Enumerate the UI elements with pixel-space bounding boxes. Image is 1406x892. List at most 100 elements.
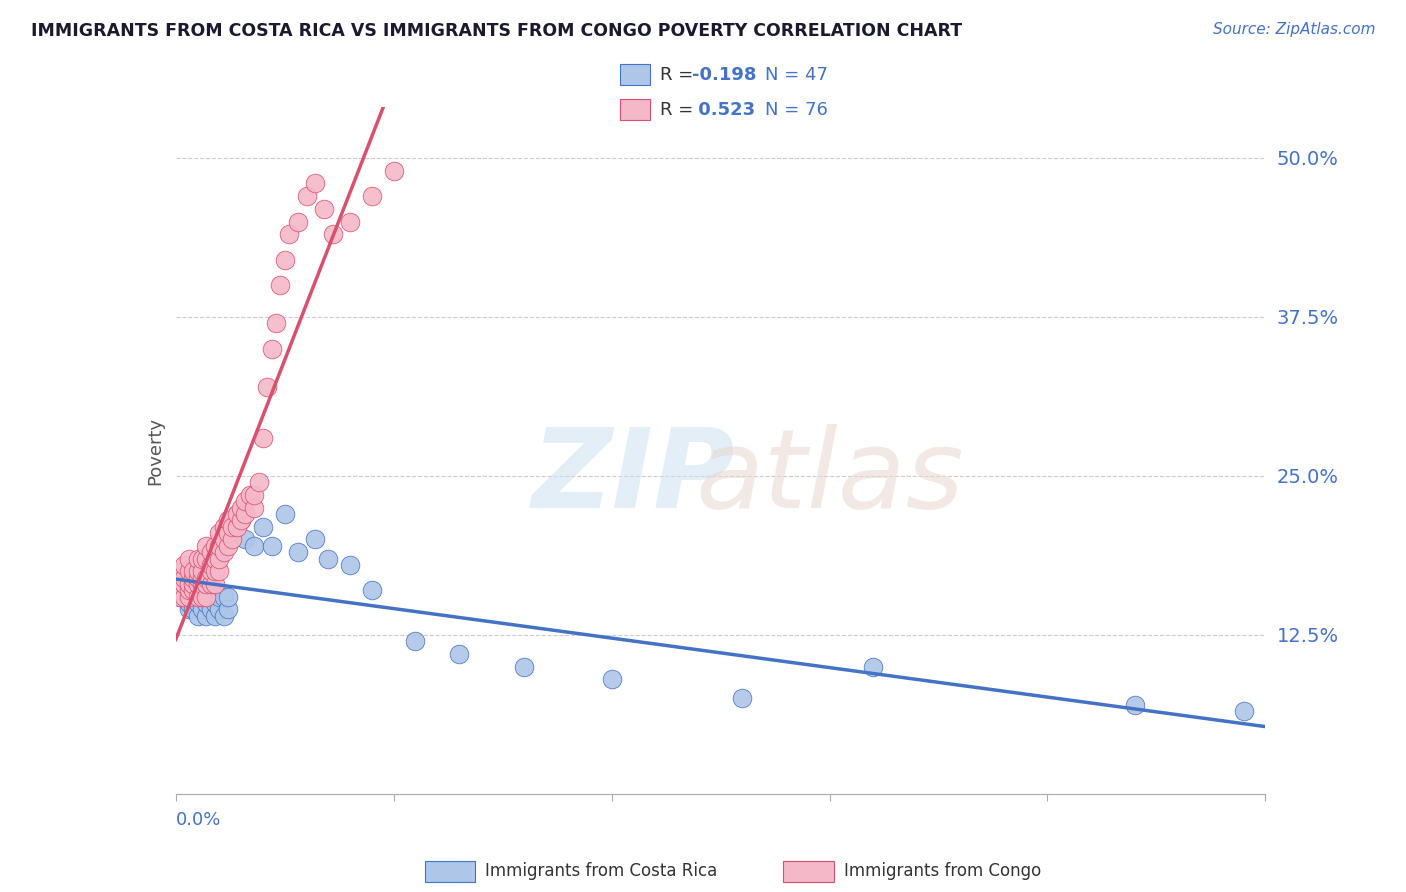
Text: ZIP: ZIP	[531, 425, 735, 532]
Point	[264, 316, 287, 330]
Point	[295, 189, 318, 203]
Point	[177, 590, 200, 604]
Text: 0.523: 0.523	[693, 101, 755, 119]
Point	[191, 577, 214, 591]
Text: Source: ZipAtlas.com: Source: ZipAtlas.com	[1212, 22, 1375, 37]
Point	[177, 564, 200, 578]
Point	[191, 590, 214, 604]
Point	[204, 551, 226, 566]
Point	[304, 533, 326, 547]
Point	[212, 520, 235, 534]
Point	[200, 602, 222, 616]
Point	[243, 500, 266, 515]
Point	[195, 539, 218, 553]
Point	[186, 596, 209, 610]
Point	[200, 577, 222, 591]
Point	[169, 590, 191, 604]
Point	[212, 545, 235, 559]
Point	[252, 431, 274, 445]
FancyBboxPatch shape	[783, 861, 834, 882]
Point	[339, 214, 361, 228]
Point	[239, 488, 262, 502]
Point	[204, 564, 226, 578]
Point	[200, 590, 222, 604]
Text: atlas: atlas	[695, 425, 965, 532]
Point	[600, 673, 623, 687]
Point	[278, 227, 301, 242]
Point	[195, 571, 218, 585]
Point	[225, 507, 247, 521]
Point	[287, 545, 309, 559]
Point	[173, 583, 195, 598]
Point	[200, 564, 222, 578]
Point	[221, 533, 243, 547]
Point	[447, 647, 470, 661]
Text: R =: R =	[659, 101, 699, 119]
FancyBboxPatch shape	[620, 99, 650, 120]
Point	[169, 564, 191, 578]
Point	[231, 500, 253, 515]
Point	[235, 507, 257, 521]
Point	[862, 659, 884, 673]
Text: IMMIGRANTS FROM COSTA RICA VS IMMIGRANTS FROM CONGO POVERTY CORRELATION CHART: IMMIGRANTS FROM COSTA RICA VS IMMIGRANTS…	[31, 22, 962, 40]
Point	[312, 202, 335, 216]
Text: N = 76: N = 76	[765, 101, 828, 119]
Text: Immigrants from Costa Rica: Immigrants from Costa Rica	[485, 863, 717, 880]
Point	[1123, 698, 1146, 712]
Text: -0.198: -0.198	[693, 66, 756, 84]
Point	[191, 551, 214, 566]
FancyBboxPatch shape	[620, 64, 650, 86]
Point	[186, 590, 209, 604]
Point	[287, 214, 309, 228]
Point	[181, 564, 204, 578]
Point	[181, 583, 204, 598]
Point	[177, 583, 200, 598]
Text: N = 47: N = 47	[765, 66, 828, 84]
Point	[204, 577, 226, 591]
Point	[204, 539, 226, 553]
Point	[208, 602, 231, 616]
Point	[186, 590, 209, 604]
Point	[235, 533, 257, 547]
Point	[195, 596, 218, 610]
Point	[181, 577, 204, 591]
Point	[217, 526, 239, 541]
Point	[212, 608, 235, 623]
Point	[204, 596, 226, 610]
Point	[186, 608, 209, 623]
Point	[274, 507, 297, 521]
Point	[731, 691, 754, 706]
Point	[208, 526, 231, 541]
Point	[231, 513, 253, 527]
Point	[269, 278, 291, 293]
Point	[177, 596, 200, 610]
Point	[247, 475, 270, 490]
Point	[260, 539, 283, 553]
Point	[191, 564, 214, 578]
Point	[274, 252, 297, 267]
Point	[252, 520, 274, 534]
Point	[173, 590, 195, 604]
Point	[217, 513, 239, 527]
Point	[195, 577, 218, 591]
Point	[360, 583, 382, 598]
Point	[177, 583, 200, 598]
Point	[195, 608, 218, 623]
Point	[181, 602, 204, 616]
Point	[191, 590, 214, 604]
Point	[304, 177, 326, 191]
Point	[200, 545, 222, 559]
Point	[405, 634, 427, 648]
Point	[217, 539, 239, 553]
Point	[221, 520, 243, 534]
Point	[204, 608, 226, 623]
Point	[382, 163, 405, 178]
Point	[191, 571, 214, 585]
Point	[173, 571, 195, 585]
Point	[260, 342, 283, 356]
Point	[318, 551, 340, 566]
Point	[195, 590, 218, 604]
Point	[217, 590, 239, 604]
Point	[513, 659, 536, 673]
Point	[208, 539, 231, 553]
